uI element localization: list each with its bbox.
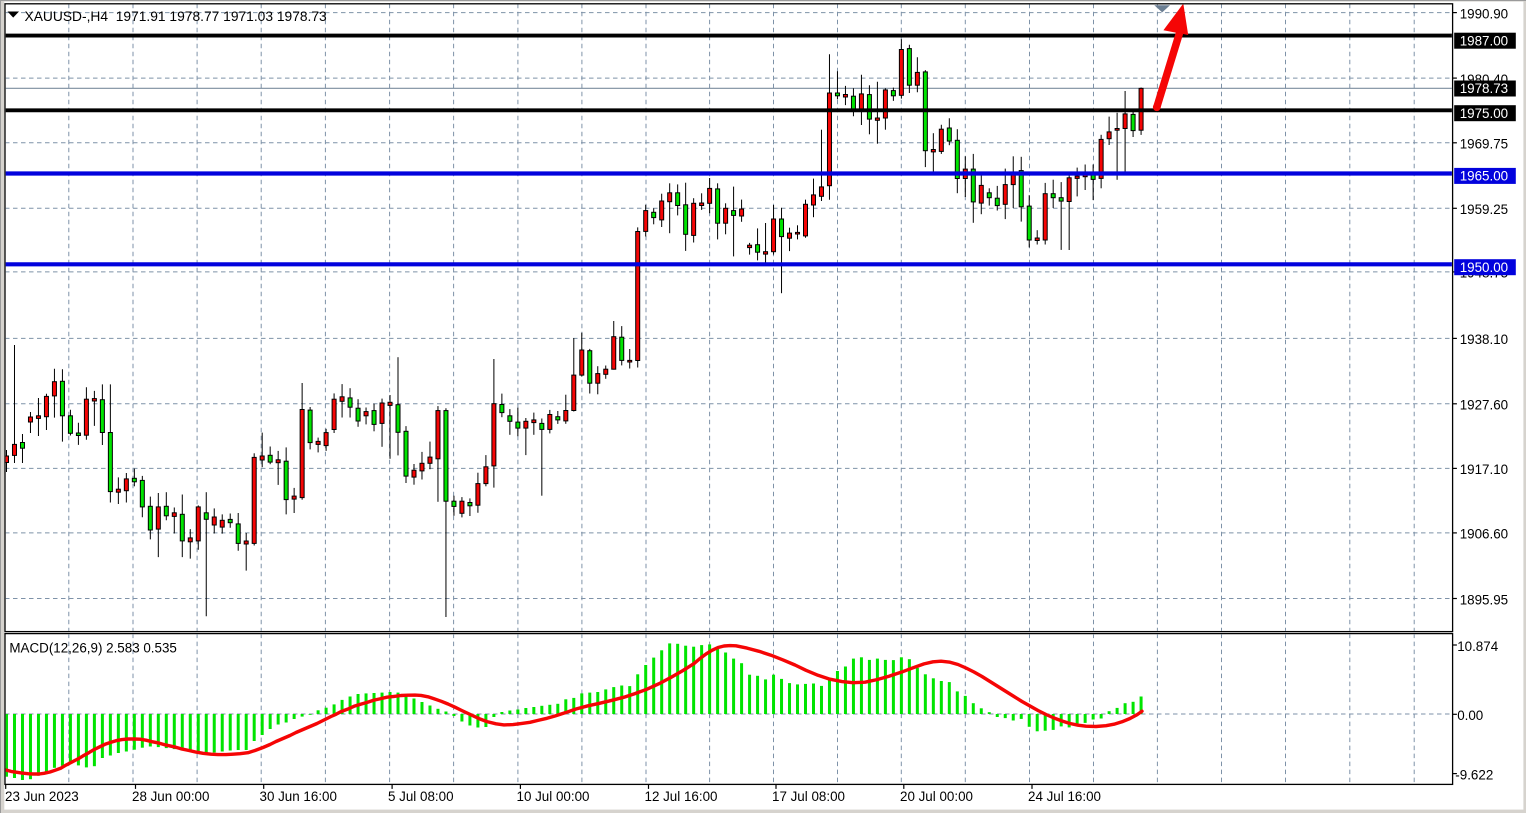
svg-text:MACD(12,26,9) 2.583 0.535: MACD(12,26,9) 2.583 0.535 xyxy=(9,640,176,655)
svg-text:1927.60: 1927.60 xyxy=(1460,398,1508,413)
svg-text:XAUUSD-,H4 1971.91 1978.77 19: XAUUSD-,H4 1971.91 1978.77 1971.03 1978.… xyxy=(25,9,328,24)
svg-text:1950.00: 1950.00 xyxy=(1460,260,1508,275)
svg-text:1938.10: 1938.10 xyxy=(1460,332,1508,347)
svg-text:1959.25: 1959.25 xyxy=(1460,202,1508,217)
svg-text:1895.95: 1895.95 xyxy=(1460,592,1508,607)
svg-text:1906.60: 1906.60 xyxy=(1460,527,1508,542)
svg-text:-9.622: -9.622 xyxy=(1455,767,1493,782)
svg-text:1978.73: 1978.73 xyxy=(1460,81,1508,96)
svg-text:23 Jun 2023: 23 Jun 2023 xyxy=(5,789,79,804)
svg-text:1975.00: 1975.00 xyxy=(1460,106,1508,121)
svg-text:20 Jul 00:00: 20 Jul 00:00 xyxy=(900,789,973,804)
svg-text:0.00: 0.00 xyxy=(1457,708,1483,723)
svg-text:12 Jul 16:00: 12 Jul 16:00 xyxy=(645,789,718,804)
svg-text:30 Jun 16:00: 30 Jun 16:00 xyxy=(260,789,337,804)
svg-text:1969.75: 1969.75 xyxy=(1460,137,1508,152)
svg-text:17 Jul 08:00: 17 Jul 08:00 xyxy=(772,789,845,804)
svg-text:10 Jul 00:00: 10 Jul 00:00 xyxy=(517,789,590,804)
svg-text:1990.90: 1990.90 xyxy=(1460,6,1508,21)
svg-text:24 Jul 16:00: 24 Jul 16:00 xyxy=(1028,789,1101,804)
svg-text:10.874: 10.874 xyxy=(1457,639,1499,654)
svg-text:28 Jun 00:00: 28 Jun 00:00 xyxy=(132,789,209,804)
svg-text:1965.00: 1965.00 xyxy=(1460,169,1508,184)
svg-text:5 Jul 08:00: 5 Jul 08:00 xyxy=(388,789,454,804)
svg-text:1917.10: 1917.10 xyxy=(1460,462,1508,477)
svg-text:1987.00: 1987.00 xyxy=(1460,33,1508,48)
